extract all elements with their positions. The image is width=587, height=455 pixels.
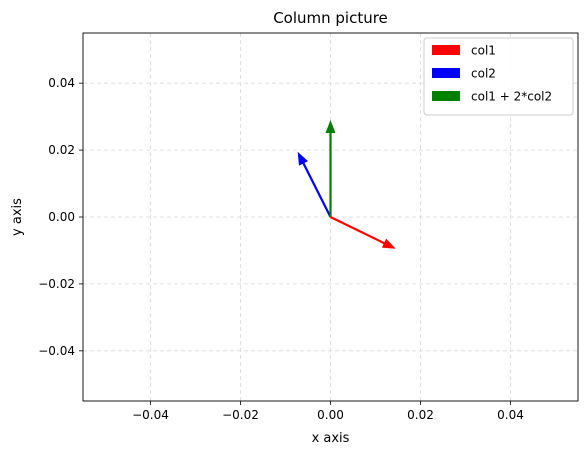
x-tick-label: 0.02 xyxy=(407,408,434,422)
legend-box xyxy=(423,37,574,116)
arrow-col1-2-col2 xyxy=(325,119,336,217)
legend-label: col1 xyxy=(471,44,496,58)
legend-label: col1 + 2*col2 xyxy=(471,90,552,104)
arrow-col1 xyxy=(330,216,396,249)
legend: col1 col2 col1 + 2*col2 xyxy=(423,37,574,116)
arrow-col2 xyxy=(297,151,332,218)
legend-swatch xyxy=(432,91,460,101)
y-tick-label: −0.02 xyxy=(38,277,75,291)
y-axis-label: y axis xyxy=(10,198,25,236)
arrows xyxy=(297,119,396,249)
y-ticks: −0.04 −0.02 0.00 0.02 0.04 xyxy=(38,76,83,358)
legend-swatch xyxy=(432,68,460,78)
x-tick-label: −0.04 xyxy=(132,408,169,422)
y-tick-label: 0.02 xyxy=(48,143,75,157)
legend-swatch xyxy=(432,45,460,55)
y-tick-label: −0.04 xyxy=(38,344,75,358)
y-tick-label: 0.04 xyxy=(48,76,75,90)
legend-label: col2 xyxy=(471,67,496,81)
y-tick-label: 0.00 xyxy=(48,210,75,224)
x-axis-label: x axis xyxy=(312,431,350,446)
x-ticks: −0.04 −0.02 0.00 0.02 0.04 xyxy=(132,401,524,422)
x-tick-label: 0.00 xyxy=(317,408,344,422)
x-tick-label: 0.04 xyxy=(497,408,524,422)
chart-title: Column picture xyxy=(273,9,388,27)
x-tick-label: −0.02 xyxy=(222,408,259,422)
